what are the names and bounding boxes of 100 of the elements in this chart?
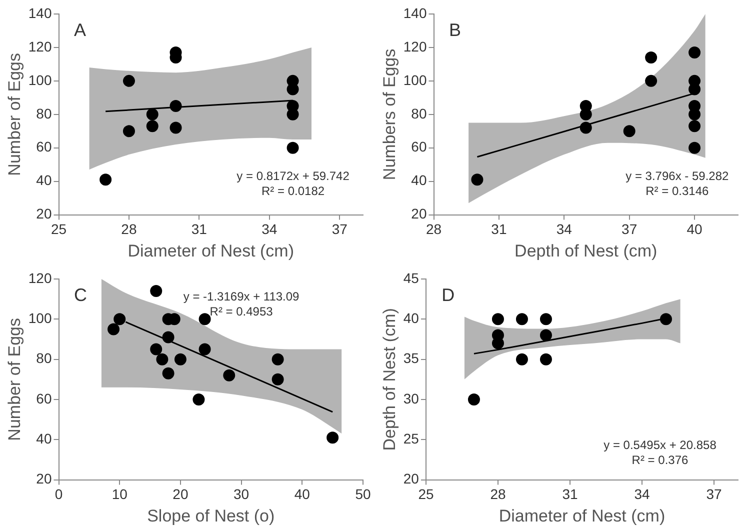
y-tick-label: 45	[403, 270, 420, 286]
x-tick-label: 37	[622, 221, 638, 238]
point	[198, 313, 211, 326]
y-tick-label: 30	[403, 390, 420, 406]
annotation: C	[74, 285, 87, 305]
point	[468, 393, 480, 406]
annotation: y = 0.5495x + 20.858	[604, 438, 717, 452]
point	[198, 343, 211, 356]
y-tick-label: 25	[403, 430, 420, 446]
point	[146, 108, 158, 120]
annotation: R² = 0.4953	[210, 304, 274, 318]
x-tick-label: 28	[490, 486, 506, 502]
point	[286, 142, 299, 154]
x-tick-label: 30	[234, 486, 250, 502]
x-tick-label: 28	[121, 221, 137, 238]
point	[645, 52, 658, 64]
y-axis-title: Number of Eggs	[4, 318, 24, 441]
y-tick-label: 20	[36, 470, 52, 487]
point	[660, 313, 672, 326]
point	[688, 142, 701, 154]
point	[516, 313, 528, 326]
x-axis-title: Depth of Nest (cm)	[514, 241, 658, 260]
point	[688, 120, 701, 132]
point	[192, 393, 205, 406]
point	[150, 343, 162, 356]
point	[122, 74, 135, 87]
x-tick-label: 31	[191, 221, 208, 238]
point	[326, 432, 339, 444]
x-tick-label: 40	[686, 221, 703, 238]
point	[156, 353, 168, 366]
point	[516, 353, 528, 366]
y-axis-title: Numbers of Eggs	[380, 48, 399, 180]
y-tick-label: 100	[28, 310, 52, 326]
y-tick-label: 120	[403, 38, 427, 54]
x-axis-title: Diameter of Nest (cm)	[498, 506, 666, 526]
point	[272, 373, 284, 386]
annotation: R² = 0.0182	[262, 184, 325, 198]
annotation: R² = 0.376	[632, 452, 688, 467]
point	[540, 353, 552, 366]
annotation: y = 0.8172x + 59.742	[236, 168, 350, 183]
x-tick-label: 0	[54, 486, 63, 502]
x-tick-label: 37	[706, 486, 722, 502]
x-tick-label: 31	[491, 221, 507, 238]
y-tick-label: 35	[403, 350, 420, 366]
x-tick-label: 31	[562, 486, 578, 502]
y-axis-title: Depth of Nest (cm)	[380, 308, 399, 451]
point	[645, 74, 658, 87]
x-tick-label: 34	[262, 221, 278, 238]
point	[114, 313, 126, 326]
y-tick-label: 20	[411, 206, 427, 222]
point	[146, 120, 158, 132]
x-tick-label: 37	[332, 221, 348, 238]
y-tick-label: 120	[28, 270, 52, 286]
point	[162, 331, 174, 344]
point	[272, 353, 284, 366]
x-tick-label: 34	[634, 486, 650, 502]
point	[492, 313, 504, 326]
y-tick-label: 140	[403, 4, 427, 21]
x-tick-label: 28	[426, 221, 442, 238]
point	[108, 323, 120, 336]
x-tick-label: 50	[355, 486, 371, 502]
point	[471, 174, 484, 186]
point	[623, 125, 636, 138]
y-tick-label: 60	[36, 390, 52, 406]
annotation: y = 3.796x - 59.282	[626, 168, 730, 183]
x-tick-label: 25	[50, 221, 67, 238]
y-tick-label: 20	[403, 470, 420, 487]
x-axis-title: Diameter of Nest (cm)	[128, 241, 294, 260]
point	[170, 100, 182, 112]
y-tick-label: 80	[411, 105, 427, 122]
point	[688, 46, 701, 58]
annotation: y = -1.3169x + 113.09	[183, 289, 300, 304]
x-tick-label: 20	[172, 486, 188, 502]
y-axis-title: Number of Eggs	[4, 52, 24, 176]
y-tick-label: 60	[411, 138, 427, 155]
y-tick-label: 140	[28, 4, 52, 21]
y-tick-label: 40	[403, 310, 420, 326]
point	[580, 122, 592, 134]
point	[100, 174, 112, 186]
point	[540, 329, 552, 342]
y-tick-label: 20	[36, 206, 52, 222]
y-tick-label: 80	[36, 105, 52, 122]
point	[540, 313, 552, 326]
y-tick-label: 40	[36, 430, 52, 446]
point	[174, 353, 186, 366]
point	[122, 125, 135, 138]
annotation: B	[448, 20, 461, 40]
annotation: R² = 0.3146	[646, 184, 709, 198]
point	[170, 122, 182, 134]
y-tick-label: 80	[36, 350, 52, 366]
annotation: D	[442, 285, 455, 305]
point	[162, 367, 174, 380]
x-tick-label: 10	[112, 486, 128, 502]
annotation: A	[74, 20, 86, 40]
y-tick-label: 100	[403, 72, 427, 88]
y-tick-label: 40	[36, 172, 52, 188]
y-tick-label: 60	[36, 138, 52, 155]
point	[150, 285, 162, 298]
x-axis-title: Slope of Nest (o)	[147, 506, 275, 526]
x-tick-label: 34	[556, 221, 572, 238]
